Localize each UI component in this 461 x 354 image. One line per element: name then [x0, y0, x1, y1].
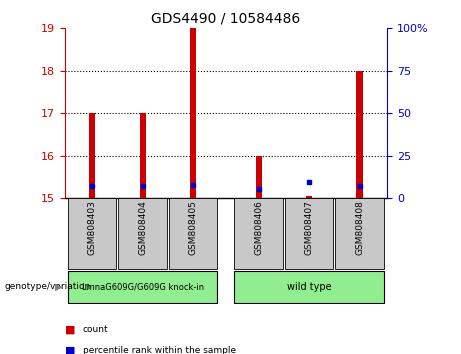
Text: ▶: ▶	[55, 282, 62, 292]
Bar	[306, 196, 312, 198]
Bar	[285, 198, 333, 269]
Bar	[335, 198, 384, 269]
Bar	[190, 28, 196, 198]
Text: percentile rank within the sample: percentile rank within the sample	[83, 346, 236, 354]
Text: ■: ■	[65, 324, 75, 334]
Title: GDS4490 / 10584486: GDS4490 / 10584486	[151, 12, 301, 26]
Text: GSM808403: GSM808403	[88, 200, 97, 255]
Text: ■: ■	[65, 346, 75, 354]
Bar	[68, 198, 117, 269]
Text: GSM808404: GSM808404	[138, 200, 147, 255]
Bar	[68, 271, 217, 303]
Text: GSM808408: GSM808408	[355, 200, 364, 255]
Text: wild type: wild type	[287, 282, 331, 292]
Bar	[356, 71, 362, 198]
Text: count: count	[83, 325, 109, 334]
Bar	[235, 271, 384, 303]
Text: GSM808405: GSM808405	[189, 200, 198, 255]
Bar	[256, 156, 262, 198]
Bar	[118, 198, 167, 269]
Text: LmnaG609G/G609G knock-in: LmnaG609G/G609G knock-in	[82, 282, 204, 291]
Bar	[235, 198, 283, 269]
Bar	[89, 113, 95, 198]
Bar	[140, 113, 146, 198]
Text: GSM808407: GSM808407	[305, 200, 313, 255]
Bar	[169, 198, 217, 269]
Text: genotype/variation: genotype/variation	[5, 282, 91, 291]
Text: GSM808406: GSM808406	[254, 200, 263, 255]
